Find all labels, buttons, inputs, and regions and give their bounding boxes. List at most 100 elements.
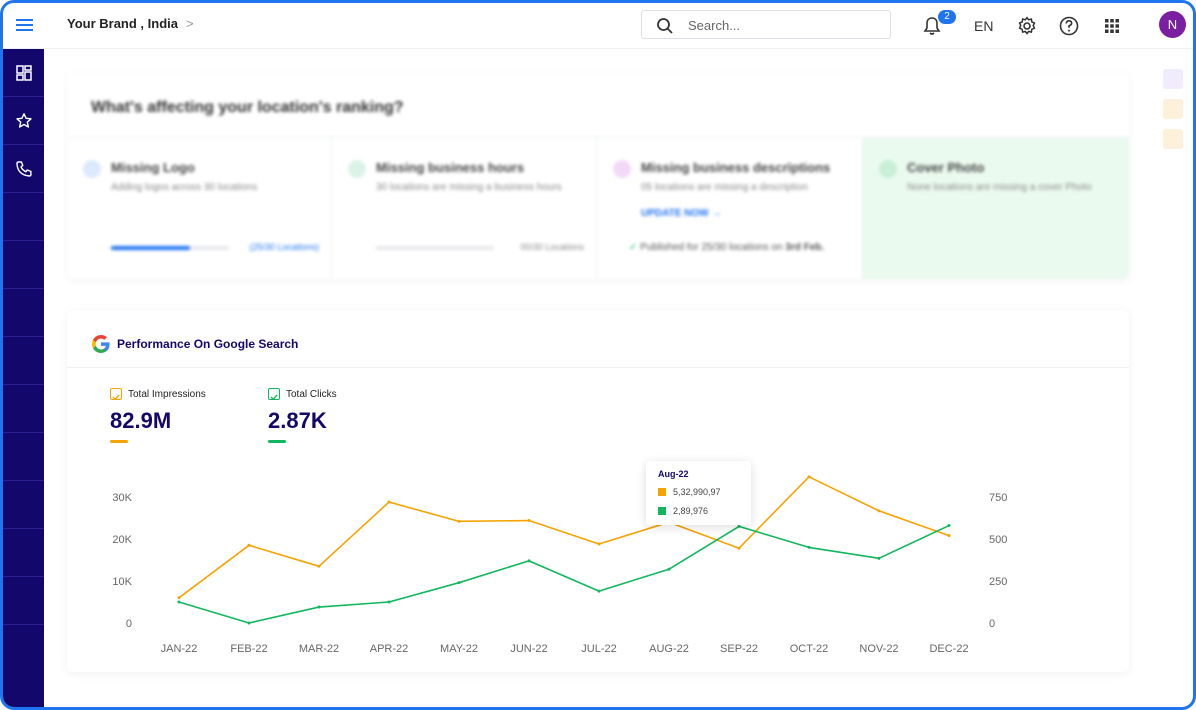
x-tick-label: JAN-22 bbox=[161, 643, 198, 655]
total-impressions-series-line bbox=[178, 476, 950, 599]
sidebar-empty-slot bbox=[3, 193, 44, 241]
total-clicks-point bbox=[947, 524, 951, 528]
missing-descriptions-card[interactable]: Missing business descriptions 05 locatio… bbox=[597, 137, 863, 279]
side-panel-tab[interactable] bbox=[1163, 129, 1183, 149]
total-impressions-point bbox=[737, 546, 741, 550]
y-right-tick-label: 250 bbox=[989, 576, 1007, 588]
notification-badge: 2 bbox=[938, 10, 956, 24]
sidebar-empty-slot bbox=[3, 241, 44, 289]
search-input[interactable] bbox=[688, 16, 878, 34]
y-right-tick-label: 750 bbox=[989, 492, 1007, 504]
total-impressions-point bbox=[877, 509, 881, 513]
total-impressions-point bbox=[947, 534, 951, 538]
help-icon[interactable] bbox=[1058, 15, 1080, 37]
progress-count: (25/30 Locations) bbox=[249, 242, 319, 252]
clicks-value: 2.87K bbox=[268, 408, 327, 433]
sidebar-item-dashboard[interactable] bbox=[3, 49, 44, 97]
impressions-checkbox[interactable] bbox=[110, 388, 122, 401]
x-tick-label: DEC-22 bbox=[929, 643, 968, 655]
dashboard-icon bbox=[15, 64, 32, 81]
sidebar bbox=[3, 49, 44, 707]
impressions-swatch bbox=[658, 488, 666, 496]
hamburger-menu-icon[interactable] bbox=[13, 13, 37, 37]
total-impressions-point bbox=[317, 564, 321, 568]
cover-photo-card[interactable]: Cover Photo None locations are missing a… bbox=[863, 137, 1129, 279]
card-title: Missing business descriptions bbox=[641, 160, 831, 175]
x-tick-label: SEP-22 bbox=[720, 643, 758, 655]
side-panel-tab[interactable] bbox=[1163, 69, 1183, 89]
tooltip-clicks-row: 2,89,976 bbox=[658, 506, 708, 516]
breadcrumb[interactable]: Your Brand , India > bbox=[67, 16, 194, 31]
breadcrumb-brand[interactable]: Your Brand , India bbox=[67, 16, 178, 31]
chart-tooltip: Aug-22 5,32,990,97 2,89,976 bbox=[646, 461, 751, 525]
y-right-tick-label: 500 bbox=[989, 534, 1007, 546]
total-clicks-point bbox=[877, 556, 881, 560]
clock-icon bbox=[348, 160, 366, 178]
avatar[interactable]: N bbox=[1159, 11, 1186, 38]
performance-header: Performance On Google Search bbox=[67, 310, 1129, 368]
sidebar-item-favorites[interactable] bbox=[3, 97, 44, 145]
total-clicks-point bbox=[597, 589, 601, 593]
chevron-right-icon: > bbox=[186, 16, 194, 31]
missing-hours-card[interactable]: Missing business hours 30 locations are … bbox=[332, 137, 597, 279]
progress-bar bbox=[376, 246, 494, 250]
gear-icon[interactable] bbox=[1016, 15, 1038, 37]
published-prefix: Published for 25/30 locations on bbox=[640, 242, 786, 253]
clicks-label: Total Clicks bbox=[286, 389, 337, 400]
arrow-right-icon: → bbox=[711, 208, 722, 219]
total-impressions-point bbox=[527, 519, 531, 523]
sidebar-empty-slot bbox=[3, 577, 44, 625]
x-tick-label: NOV-22 bbox=[859, 643, 898, 655]
x-tick-label: JUL-22 bbox=[581, 643, 616, 655]
sidebar-empty-slot bbox=[3, 337, 44, 385]
total-clicks-point bbox=[177, 600, 181, 604]
language-selector[interactable]: EN bbox=[974, 18, 994, 34]
total-impressions-point bbox=[597, 542, 601, 546]
clicks-checkbox[interactable] bbox=[268, 388, 280, 401]
top-bar: Your Brand , India > 2 EN N bbox=[3, 3, 1193, 49]
notification-bell-icon[interactable] bbox=[921, 15, 943, 37]
photo-icon bbox=[879, 160, 897, 178]
total-clicks-point bbox=[457, 581, 461, 585]
phone-icon bbox=[15, 160, 32, 177]
x-tick-label: JUN-22 bbox=[510, 643, 547, 655]
missing-logo-card[interactable]: Missing Logo Adding logos across 30 loca… bbox=[67, 137, 332, 279]
x-tick-label: FEB-22 bbox=[230, 643, 267, 655]
impressions-value: 82.9M bbox=[110, 408, 172, 433]
sidebar-empty-slot bbox=[3, 289, 44, 337]
total-clicks-series-line bbox=[178, 524, 950, 624]
y-right-tick-label: 0 bbox=[989, 618, 995, 630]
check-icon: ✓ bbox=[629, 242, 638, 253]
progress-bar bbox=[111, 246, 229, 250]
total-clicks-point bbox=[527, 559, 531, 563]
google-logo-icon bbox=[92, 335, 110, 353]
impressions-label: Total Impressions bbox=[128, 389, 206, 400]
apps-grid-icon[interactable] bbox=[1101, 15, 1123, 37]
total-clicks-point bbox=[807, 545, 811, 549]
total-clicks-point bbox=[667, 567, 671, 571]
total-clicks-point bbox=[247, 621, 251, 625]
description-icon bbox=[613, 160, 631, 178]
side-panel-tab[interactable] bbox=[1163, 99, 1183, 119]
logo-icon bbox=[83, 160, 101, 178]
clicks-swatch bbox=[658, 507, 666, 515]
impressions-legend-line bbox=[110, 440, 128, 443]
total-impressions-point bbox=[177, 596, 181, 600]
sidebar-item-calls[interactable] bbox=[3, 145, 44, 193]
total-impressions-point bbox=[247, 543, 251, 547]
published-status: ✓ Published for 25/30 locations on 3rd F… bbox=[629, 242, 824, 253]
y-left-tick-label: 20K bbox=[112, 534, 132, 546]
ranking-card: What's affecting your location's ranking… bbox=[67, 73, 1129, 279]
card-title: Cover Photo bbox=[907, 160, 985, 175]
search-icon bbox=[657, 18, 673, 34]
card-title: Missing business hours bbox=[376, 160, 525, 175]
total-impressions-point bbox=[457, 519, 461, 523]
tooltip-impressions-value: 5,32,990,97 bbox=[673, 487, 721, 497]
search-box[interactable] bbox=[641, 10, 891, 39]
progress-fill bbox=[111, 246, 191, 250]
x-tick-label: AUG-22 bbox=[649, 643, 689, 655]
ranking-title: What's affecting your location's ranking… bbox=[91, 99, 404, 116]
total-clicks-point bbox=[317, 605, 321, 609]
update-now-link[interactable]: UPDATE NOW → bbox=[641, 208, 721, 219]
